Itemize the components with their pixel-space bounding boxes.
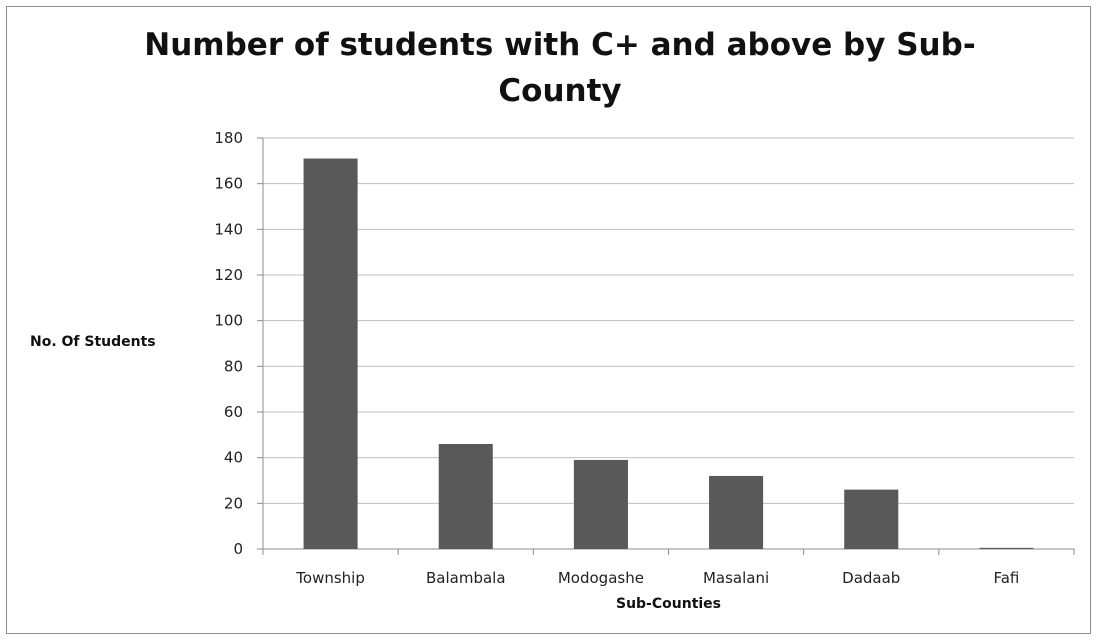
y-tick-label: 20: [224, 494, 243, 512]
y-tick-label: 100: [214, 312, 243, 330]
x-axis-label: Sub-Counties: [615, 596, 722, 612]
x-tick-label: Dadaab: [842, 569, 900, 587]
bar-township: [303, 158, 358, 550]
bar-masalani: [709, 475, 764, 549]
y-tick-label: 120: [214, 266, 243, 284]
chart-frame: [6, 6, 1091, 634]
y-tick-label: 140: [214, 220, 243, 238]
y-axis-label: No. Of Students: [30, 334, 156, 350]
bar-balambala: [438, 443, 493, 549]
y-tick-label: 40: [224, 449, 243, 467]
bar-modogashe: [573, 459, 628, 549]
x-tick-label: Township: [295, 569, 365, 587]
y-tick-label: 80: [224, 357, 243, 375]
x-tick-label: Fafi: [993, 569, 1019, 587]
chart-title-line-2: County: [498, 73, 622, 109]
x-tick-label: Modogashe: [558, 569, 644, 587]
chart-title-line-1: Number of students with C+ and above by …: [144, 27, 976, 63]
y-tick-label: 180: [214, 129, 243, 147]
y-tick-label: 160: [214, 175, 243, 193]
x-tick-label: Masalani: [703, 569, 769, 587]
chart-title: Number of students with C+ and above by …: [100, 22, 1020, 114]
x-tick-label: Balambala: [426, 569, 506, 587]
bar-dadaab: [844, 489, 899, 549]
bar-fafi: [979, 547, 1034, 549]
y-tick-label: 60: [224, 403, 243, 421]
y-tick-label: 0: [233, 540, 243, 558]
